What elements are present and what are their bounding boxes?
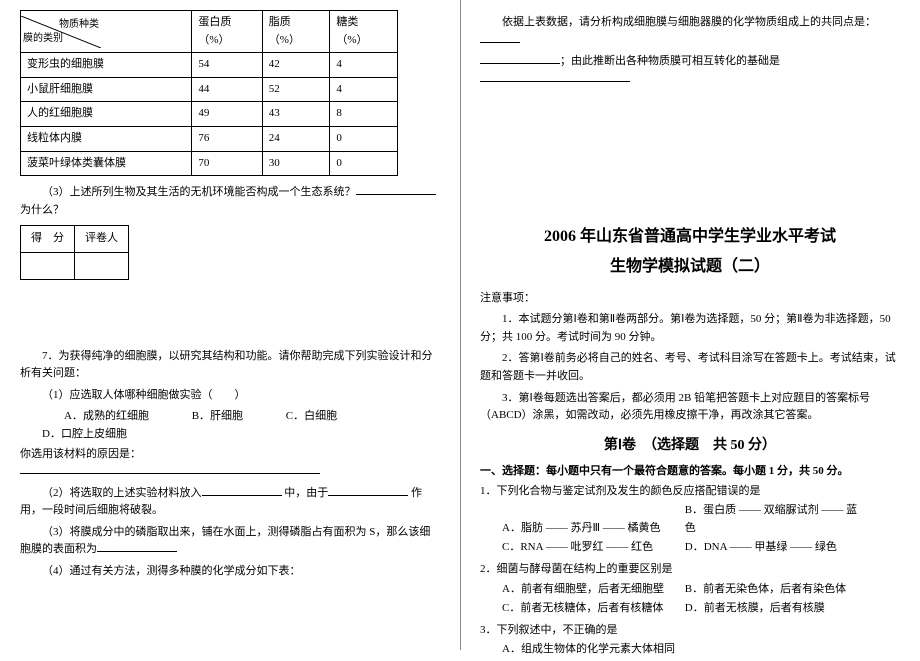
q2: 2．细菌与酵母菌在结构上的重要区别是 bbox=[480, 561, 900, 579]
col-lipid: 脂质 bbox=[269, 16, 291, 28]
q7-4: （4）通过有关方法，测得多种膜的化学成分如下表： bbox=[20, 563, 440, 581]
q7-1-reason: 你选用该材料的原因是： bbox=[20, 446, 440, 481]
q3-text: （3）上述所列生物及其生活的无机环境能否构成一个生态系统？ 为什么？ bbox=[20, 184, 440, 219]
table-row: 人的红细胞膜49438 bbox=[21, 102, 398, 127]
q7-3: （3）将膜成分中的磷脂取出来，铺在水面上，测得磷脂占有面积为 S，那么该细胞膜的… bbox=[20, 524, 440, 559]
section-1-head: 第Ⅰ卷 （选择题 共 50 分） bbox=[480, 435, 900, 457]
q7-1-options: A．成熟的红细胞 B．肝细胞 C．白细胞 D．口腔上皮细胞 bbox=[20, 408, 440, 443]
exam-title-1: 2006 年山东省普通高中学生学业水平考试 bbox=[480, 224, 900, 250]
col-protein: 蛋白质 bbox=[198, 16, 231, 28]
col-sugar: 糖类 bbox=[336, 16, 358, 28]
q1-opts: A．脂肪 —— 苏丹Ⅲ —— 橘黄色 B．蛋白质 —— 双缩脲试剂 —— 蓝色 … bbox=[480, 502, 900, 559]
table-row: 小鼠肝细胞膜44524 bbox=[21, 77, 398, 102]
q3-opts: A．组成生物体的化学元素大体相同 bbox=[480, 641, 900, 661]
table-row: 菠菜叶绿体类囊体膜70300 bbox=[21, 151, 398, 176]
q7-1: （1）应选取人体哪种细胞做实验（ ） bbox=[20, 387, 440, 405]
notice-head: 注意事项： bbox=[480, 290, 900, 308]
composition-table: 物质种类 膜的类别 蛋白质（%） 脂质（%） 糖类（%） 变形虫的细胞膜5442… bbox=[20, 10, 398, 176]
table-row: 变形虫的细胞膜54424 bbox=[21, 53, 398, 78]
notice-1: 1．本试题分第Ⅰ卷和第Ⅱ卷两部分。第Ⅰ卷为选择题，50 分；第Ⅱ卷为非选择题，5… bbox=[480, 311, 900, 346]
notice-3: 3．第Ⅰ卷每题选出答案后，都必须用 2B 铅笔把答题卡上对应题目的答案标号（AB… bbox=[480, 390, 900, 425]
exam-title-2: 生物学模拟试题（二） bbox=[480, 254, 900, 280]
top-analysis: 依据上表数据，请分析构成细胞膜与细胞器膜的化学物质组成上的共同点是： bbox=[480, 14, 900, 49]
q3r: 3．下列叙述中，不正确的是 bbox=[480, 622, 900, 640]
q2-opts: A．前者有细胞壁，后者无细胞壁 B．前者无染色体，后者有染色体 C．前者无核糖体… bbox=[480, 581, 900, 620]
diag-bot: 膜的类别 bbox=[23, 31, 63, 47]
score-box: 得 分评卷人 bbox=[20, 225, 129, 279]
top-analysis-2: ；由此推断出各种物质膜可相互转化的基础是 bbox=[480, 53, 900, 88]
table-row: 线粒体内膜76240 bbox=[21, 126, 398, 151]
q7-2: （2）将选取的上述实验材料放入 中，由于 作用，一段时间后细胞将破裂。 bbox=[20, 485, 440, 520]
mc-head: 一、选择题：每小题中只有一个最符合题意的答案。每小题 1 分，共 50 分。 bbox=[480, 463, 900, 481]
q1: 1．下列化合物与鉴定试剂及发生的颜色反应搭配错误的是 bbox=[480, 483, 900, 501]
q7-lead: 7．为获得纯净的细胞膜，以研究其结构和功能。请你帮助完成下列实验设计和分析有关问… bbox=[20, 348, 440, 383]
diag-top: 物质种类 bbox=[59, 17, 99, 33]
notice-2: 2．答第Ⅰ卷前务必将自己的姓名、考号、考试科目涂写在答题卡上。考试结束，试题和答… bbox=[480, 350, 900, 385]
